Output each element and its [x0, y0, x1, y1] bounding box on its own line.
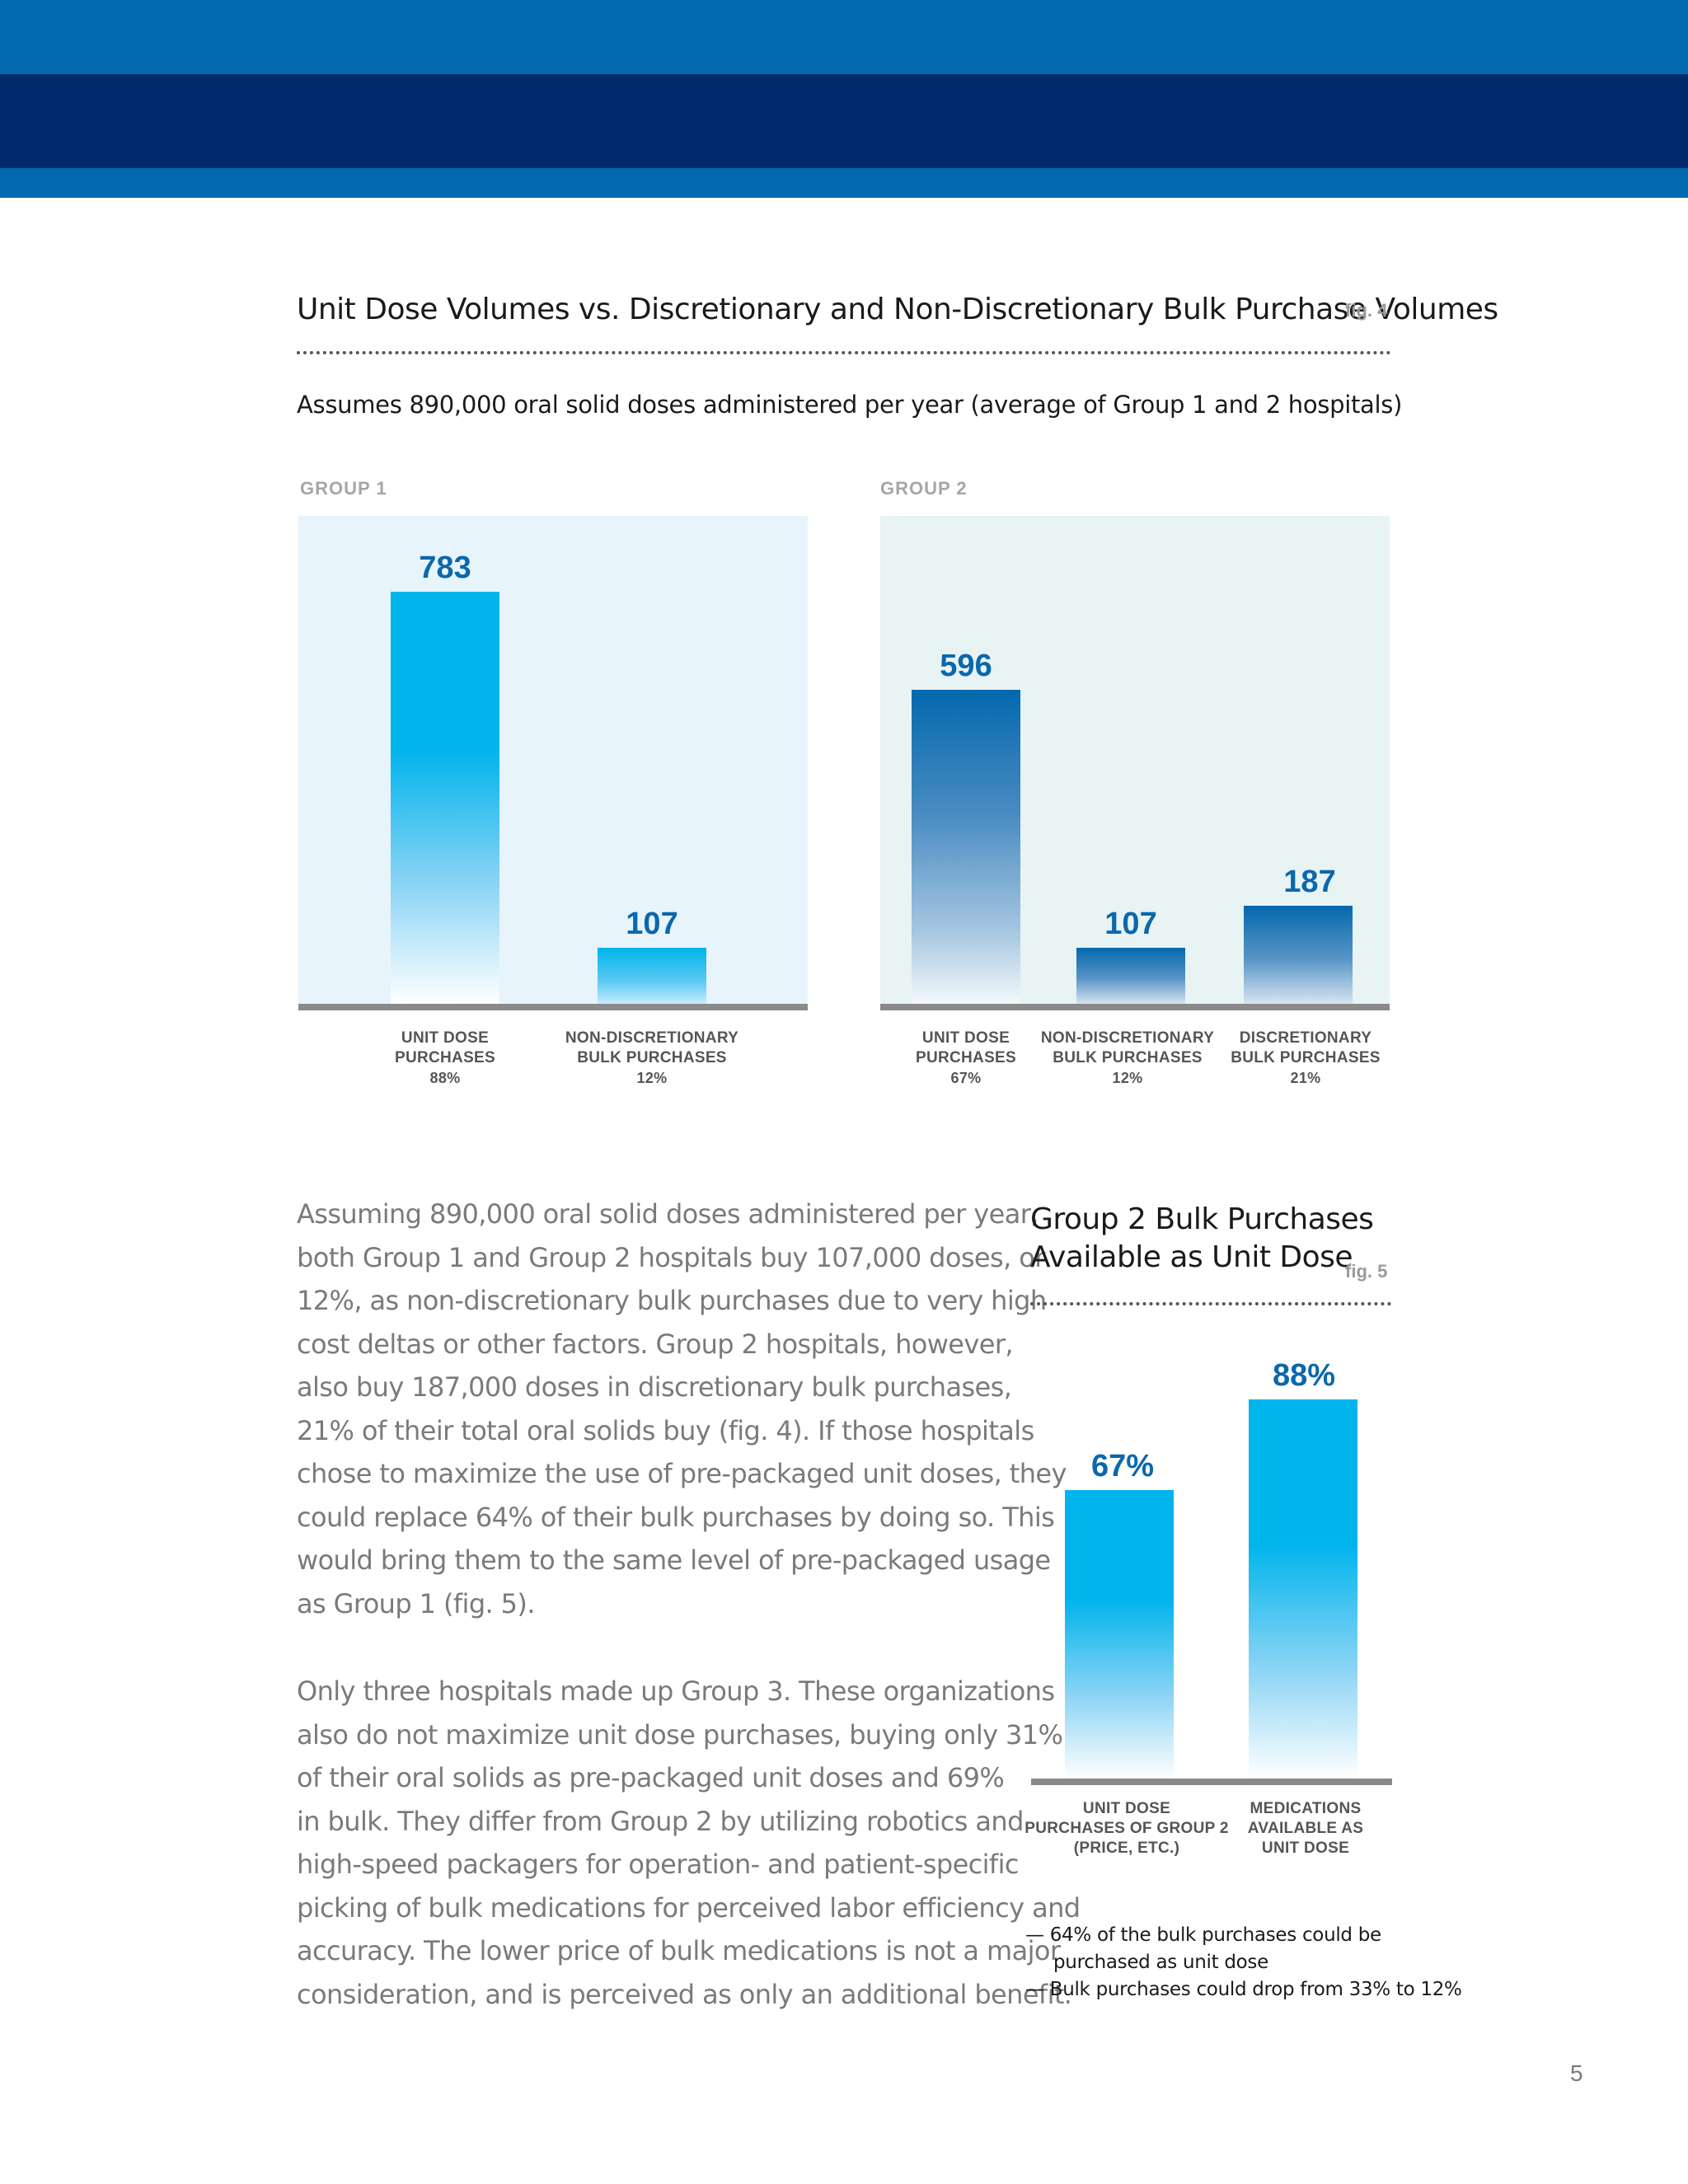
body-line: also buy 187,000 doses in discretionary … — [297, 1371, 1012, 1403]
body-line: in bulk. They differ from Group 2 by uti… — [297, 1805, 1024, 1837]
group2-value-discretionary: 187 — [1283, 865, 1336, 899]
fig5-title-line: Available as Unit Dose — [1030, 1240, 1353, 1274]
group2-value-unit-dose: 596 — [940, 649, 992, 683]
fig5-value-medications-available: 88% — [1272, 1358, 1336, 1393]
group1-category-non-discretionary: NON-DISCRETIONARY BULK PURCHASES 12% — [545, 1029, 759, 1088]
fig5-bar-unit-dose-purchases — [1065, 1490, 1174, 1779]
body-paragraph-1: Assuming 890,000 oral solid doses admini… — [297, 1193, 1067, 1625]
body-line: high-speed packagers for operation- and … — [297, 1849, 1019, 1880]
group2-bar-discretionary — [1244, 906, 1353, 1004]
category-percent: 88% — [429, 1070, 461, 1086]
body-line: both Group 1 and Group 2 hospitals buy 1… — [297, 1241, 1045, 1273]
category-line: PURCHASES — [916, 1049, 1016, 1066]
group2-bar-non-discretionary — [1076, 948, 1185, 1004]
category-line: DISCRETIONARY — [1239, 1029, 1372, 1047]
header-band-bottom — [0, 168, 1688, 198]
group2-baseline — [880, 1004, 1390, 1010]
fig5-label: fig. 5 — [1345, 1261, 1388, 1282]
body-line: also do not maximize unit dose purchases… — [297, 1718, 1063, 1750]
category-line: AVAILABLE AS — [1247, 1820, 1364, 1837]
fig5-divider — [1030, 1302, 1391, 1305]
category-line: BULK PURCHASES — [1053, 1049, 1203, 1066]
body-line: of their oral solids as pre-packaged uni… — [297, 1762, 1005, 1793]
fig5-category-medications-available: MEDICATIONS AVAILABLE AS UNIT DOSE — [1231, 1799, 1380, 1858]
body-line: 12%, as non-discretionary bulk purchases… — [297, 1285, 1047, 1316]
group1-chart-panel — [298, 516, 808, 1009]
body-line: 21% of their total oral solids buy (fig.… — [297, 1414, 1034, 1446]
header-band-top — [0, 0, 1688, 74]
category-line: MEDICATIONS — [1250, 1800, 1362, 1817]
group1-value-non-discretionary: 107 — [626, 907, 678, 941]
fig5-baseline — [1031, 1779, 1392, 1785]
fig4-assumption: Assumes 890,000 oral solid doses adminis… — [297, 391, 1403, 419]
fig5-notes: — 64% of the bulk purchases could be pur… — [1025, 1922, 1462, 2004]
body-line: could replace 64% of their bulk purchase… — [297, 1501, 1055, 1533]
category-line: UNIT DOSE — [1082, 1800, 1171, 1817]
category-percent: 67% — [950, 1070, 982, 1086]
group2-label: GROUP 2 — [880, 478, 968, 499]
body-line: chose to maximize the use of pre-package… — [297, 1458, 1067, 1489]
category-line: PURCHASES — [395, 1049, 495, 1066]
fig4-divider — [297, 351, 1391, 354]
category-line: BULK PURCHASES — [1231, 1049, 1381, 1066]
body-line: consideration, and is perceived as only … — [297, 1978, 1072, 2010]
fig5-title-line: Group 2 Bulk Purchases — [1030, 1202, 1374, 1236]
note-line: — Bulk purchases could drop from 33% to … — [1025, 1979, 1462, 2000]
category-line: UNIT DOSE — [1261, 1840, 1350, 1857]
group1-bar-unit-dose — [391, 592, 499, 1004]
category-line: UNIT DOSE — [921, 1029, 1010, 1047]
category-percent: 21% — [1290, 1070, 1321, 1086]
category-line: BULK PURCHASES — [577, 1049, 727, 1066]
body-line: Only three hospitals made up Group 3. Th… — [297, 1675, 1055, 1707]
category-line: (PRICE, ETC.) — [1073, 1840, 1180, 1857]
group1-bar-non-discretionary — [598, 948, 706, 1004]
category-line: NON-DISCRETIONARY — [1040, 1029, 1215, 1047]
body-line: accuracy. The lower price of bulk medica… — [297, 1935, 1061, 1966]
body-line: as Group 1 (fig. 5). — [297, 1587, 536, 1619]
note-line: — 64% of the bulk purchases could be — [1025, 1924, 1381, 1946]
fig5-category-unit-dose-purchases: UNIT DOSE PURCHASES OF GROUP 2 (PRICE, E… — [1024, 1799, 1230, 1858]
group1-category-unit-dose: UNIT DOSE PURCHASES 88% — [346, 1029, 544, 1088]
group2-category-non-discretionary: NON-DISCRETIONARY BULK PURCHASES 12% — [1034, 1029, 1221, 1088]
body-line: Assuming 890,000 oral solid doses admini… — [297, 1198, 1039, 1230]
category-line: PURCHASES OF GROUP 2 — [1025, 1820, 1229, 1837]
fig4-title: Unit Dose Volumes vs. Discretionary and … — [297, 293, 1498, 326]
category-line: NON-DISCRETIONARY — [565, 1029, 739, 1047]
group1-baseline — [298, 1004, 808, 1010]
category-percent: 12% — [1112, 1070, 1143, 1086]
fig4-label: fig. 4 — [1345, 300, 1388, 321]
body-line: cost deltas or other factors. Group 2 ho… — [297, 1328, 1014, 1360]
fig5-bar-medications-available — [1249, 1399, 1357, 1779]
group2-category-discretionary: DISCRETIONARY BULK PURCHASES 21% — [1223, 1029, 1388, 1088]
group2-category-unit-dose: UNIT DOSE PURCHASES 67% — [900, 1029, 1032, 1088]
body-paragraph-2: Only three hospitals made up Group 3. Th… — [297, 1670, 1081, 2016]
fig5-value-unit-dose-purchases: 67% — [1090, 1449, 1155, 1483]
group1-value-unit-dose: 783 — [419, 551, 471, 585]
category-percent: 12% — [636, 1070, 668, 1086]
category-line: UNIT DOSE — [401, 1029, 490, 1047]
group1-label: GROUP 1 — [300, 478, 387, 499]
body-line: picking of bulk medications for perceive… — [297, 1891, 1081, 1924]
note-line: purchased as unit dose — [1053, 1952, 1268, 1973]
group2-bar-unit-dose — [912, 690, 1020, 1004]
fig5-title: Group 2 Bulk Purchases Available as Unit… — [1030, 1201, 1374, 1277]
group2-value-non-discretionary: 107 — [1104, 907, 1157, 941]
body-line: would bring them to the same level of pr… — [297, 1544, 1051, 1576]
page-number: 5 — [1570, 2060, 1583, 2086]
header-band-navy — [0, 74, 1688, 168]
